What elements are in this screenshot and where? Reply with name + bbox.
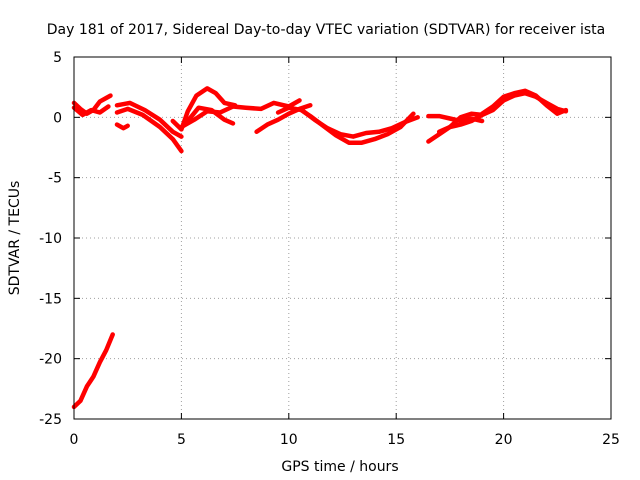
- x-tick-label: 20: [495, 432, 513, 448]
- chart-title: Day 181 of 2017, Sidereal Day-to-day VTE…: [47, 22, 605, 38]
- y-axis-label: SDTVAR / TECUs: [7, 181, 23, 296]
- series-track-16: [479, 88, 569, 116]
- series-track-5: [114, 106, 184, 154]
- y-tick-label: -15: [39, 291, 62, 307]
- x-tick-label: 0: [70, 432, 79, 448]
- y-tick-label: 0: [53, 110, 62, 126]
- x-tick-label: 15: [387, 432, 405, 448]
- series-track-4: [114, 100, 184, 139]
- series-track-12: [297, 106, 416, 145]
- grid-lines: [74, 57, 611, 419]
- series-track-8: [179, 98, 302, 130]
- y-tick-label: -25: [39, 412, 62, 428]
- y-tick-label: -10: [39, 231, 62, 247]
- series-track-13: [426, 111, 485, 144]
- series-track-11: [275, 105, 420, 139]
- x-axis-label: GPS time / hours: [281, 459, 398, 475]
- series-track-1: [71, 332, 115, 410]
- x-tick-label: 5: [177, 432, 186, 448]
- axes: 0 5 10 15 20 25 5 0 -5 -10 -15 -20 -25: [39, 50, 620, 448]
- series-track-9: [183, 105, 236, 126]
- y-tick-label: -5: [48, 171, 62, 187]
- y-tick-label: -20: [39, 352, 62, 368]
- x-tick-label: 10: [280, 432, 298, 448]
- series-track-6: [114, 122, 130, 131]
- y-tick-label: 5: [53, 50, 62, 66]
- series-track-3: [71, 104, 111, 118]
- data-series: [71, 86, 569, 410]
- x-tick-label: 25: [602, 432, 620, 448]
